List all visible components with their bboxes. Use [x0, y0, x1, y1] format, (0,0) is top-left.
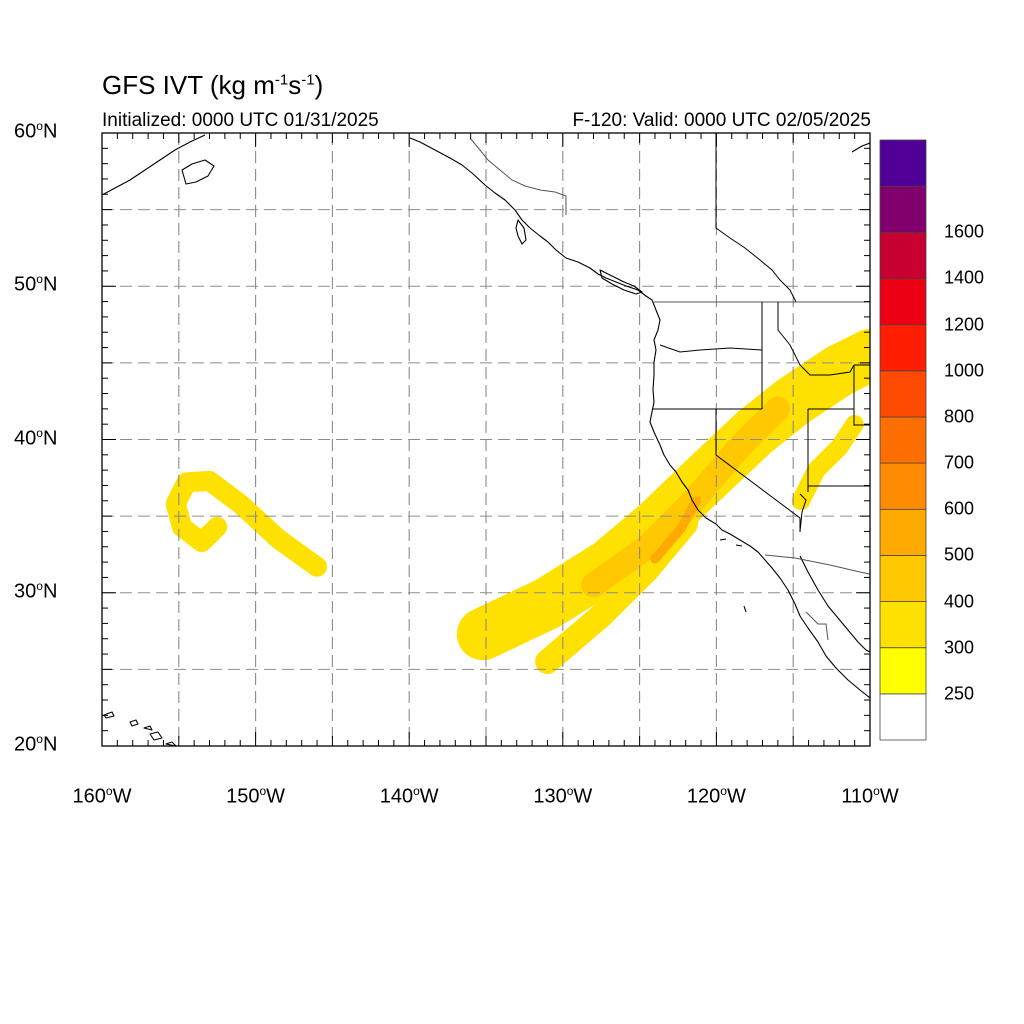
colorbar-label: 600: [944, 498, 975, 519]
colorbar-box: [879, 324, 927, 372]
x-tick-label: 120oW: [686, 784, 746, 808]
ivt-feature-3: [650, 496, 701, 564]
colorbar-box: [879, 278, 927, 326]
colorbar-box: [879, 462, 927, 510]
init-time-label: Initialized: 0000 UTC 01/31/2025: [102, 110, 379, 131]
colorbar-label: 800: [944, 406, 975, 427]
border-az: [799, 493, 807, 533]
colorbar-label: 300: [944, 637, 975, 658]
ivt-feature-4: [165, 470, 327, 577]
border-wa-or: [659, 344, 763, 353]
x-tick-label: 110oW: [841, 784, 899, 808]
y-tick-label: 60oN: [14, 119, 58, 143]
colorbar-box: [879, 555, 927, 603]
haida-gwaii: [515, 219, 527, 245]
border-alaska-canada: [469, 137, 567, 215]
coastline-northeast: [851, 142, 870, 153]
coastline-north-america: [409, 137, 870, 699]
border-baja: [805, 611, 829, 641]
ivt-feature-2: [581, 396, 791, 598]
colorbar-box: [879, 370, 927, 418]
border-us-mexico: [764, 554, 870, 575]
y-tick-label: 20oN: [14, 732, 58, 756]
valid-time-label: F-120: Valid: 0000 UTC 02/05/2025: [572, 110, 871, 131]
vancouver-island: [599, 269, 643, 295]
colorbar-label: 250: [944, 683, 975, 704]
colorbar-label: 400: [944, 591, 975, 612]
colorbar-box: [879, 231, 927, 279]
border-id-mt: [777, 302, 855, 376]
colorbar-label: 700: [944, 452, 975, 473]
coastline-gulf-of-california: [799, 555, 870, 653]
hawaii-islands: [103, 711, 177, 746]
colorbar-box: [879, 693, 927, 741]
x-tick-label: 140oW: [379, 784, 439, 808]
colorbar-label: 500: [944, 544, 975, 565]
colorbar-box: [879, 647, 927, 695]
coastline-alaska-west: [102, 134, 206, 196]
colorbar-box: [879, 185, 927, 233]
y-tick-label: 40oN: [14, 425, 58, 450]
kodiak-island: [181, 159, 215, 185]
y-tick-label: 50oN: [14, 272, 58, 296]
border-ut-wy: [808, 408, 870, 426]
x-tick-label: 130oW: [533, 784, 593, 808]
chart-title: GFS IVT (kg m-1s-1): [102, 70, 324, 100]
colorbar-box: [879, 508, 927, 556]
colorbar-label: 1400: [944, 267, 985, 288]
colorbar-label: 1200: [944, 314, 985, 335]
x-tick-label: 160oW: [72, 784, 132, 808]
colorbar-label: 1600: [944, 221, 985, 242]
ivt-feature-5: [791, 415, 864, 510]
x-tick-label: 150oW: [226, 784, 286, 808]
border-wy: [853, 364, 870, 409]
border-ca-nv: [715, 409, 801, 532]
border-canada-us: [715, 133, 797, 303]
channel-islands: [719, 538, 747, 613]
colorbar-box: [879, 139, 927, 187]
colorbar-label: 1000: [944, 360, 985, 381]
y-tick-label: 30oN: [14, 578, 58, 603]
colorbar-box: [879, 601, 927, 649]
colorbar-box: [879, 416, 927, 464]
